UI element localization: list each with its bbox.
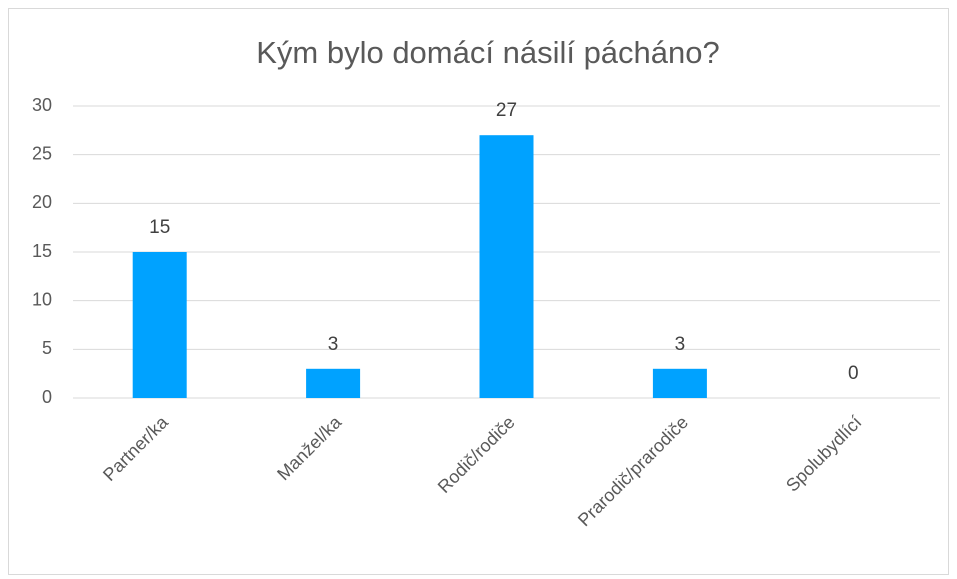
bar	[479, 135, 534, 398]
data-label: 3	[675, 334, 686, 355]
y-tick-label: 0	[42, 387, 52, 407]
data-label: 27	[496, 100, 517, 121]
chart-title: Kým bylo domácí násilí pácháno?	[256, 35, 720, 70]
data-label: 15	[149, 217, 170, 238]
y-tick-label: 15	[32, 241, 52, 261]
y-tick-label: 30	[32, 95, 52, 115]
y-tick-label: 5	[42, 338, 52, 358]
y-tick-label: 25	[32, 143, 52, 163]
bar	[652, 368, 707, 398]
y-tick-label: 20	[32, 192, 52, 212]
y-tick-label: 10	[32, 289, 52, 309]
bar	[132, 252, 187, 398]
bar	[306, 368, 361, 398]
data-label: 3	[328, 334, 339, 355]
data-label: 0	[848, 363, 859, 384]
